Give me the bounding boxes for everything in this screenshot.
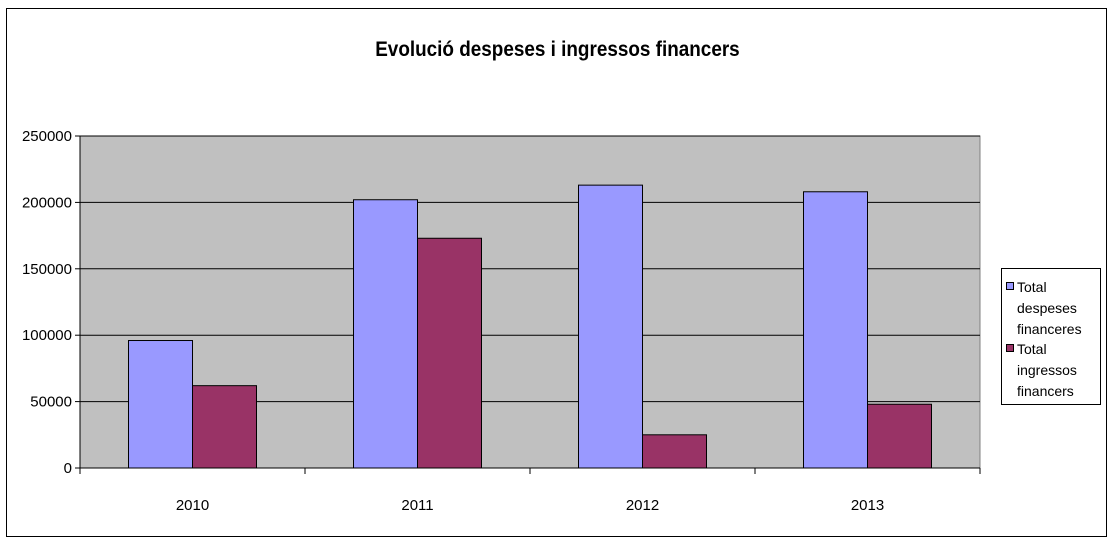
x-tick-label: 2011 <box>401 497 433 514</box>
x-tick-label: 2010 <box>176 497 209 514</box>
y-tick-labels: 0 50000 100000 150000 200000 250000 <box>22 128 80 477</box>
y-tick-label: 0 <box>64 460 72 477</box>
legend-item-despeses: Total despeses financeres <box>1006 277 1100 340</box>
y-tick-label: 250000 <box>22 128 72 145</box>
bar-ingressos-2012 <box>642 434 707 469</box>
x-tick-label: 2012 <box>626 497 659 514</box>
legend-swatch-ingressos <box>1006 344 1014 352</box>
bar-despeses-2013 <box>803 191 868 469</box>
bar-despeses-2010 <box>128 340 193 469</box>
bar-ingressos-2011 <box>417 237 482 469</box>
y-tick-label: 150000 <box>22 261 72 278</box>
legend: Total despeses financeres Total ingresso… <box>1001 268 1101 405</box>
bar-despeses-2012 <box>578 184 643 469</box>
x-tick-labels: 2010 2011 2012 2013 <box>79 468 981 514</box>
legend-item-ingressos: Total ingressos financers <box>1006 339 1100 402</box>
legend-label-ingressos: Total ingressos financers <box>1017 341 1077 399</box>
bar-despeses-2011 <box>353 199 418 469</box>
bars <box>128 184 932 469</box>
chart-title: Evolució despeses i ingressos financers <box>375 38 740 61</box>
bar-ingressos-2013 <box>867 403 932 469</box>
legend-swatch-despeses <box>1006 282 1014 290</box>
y-tick-label: 200000 <box>22 194 72 211</box>
y-tick-label: 100000 <box>22 327 72 344</box>
legend-label-despeses: Total despeses financeres <box>1017 279 1082 337</box>
x-tick-label: 2013 <box>851 497 884 514</box>
bar-ingressos-2010 <box>192 385 257 469</box>
y-tick-label: 50000 <box>30 394 72 411</box>
